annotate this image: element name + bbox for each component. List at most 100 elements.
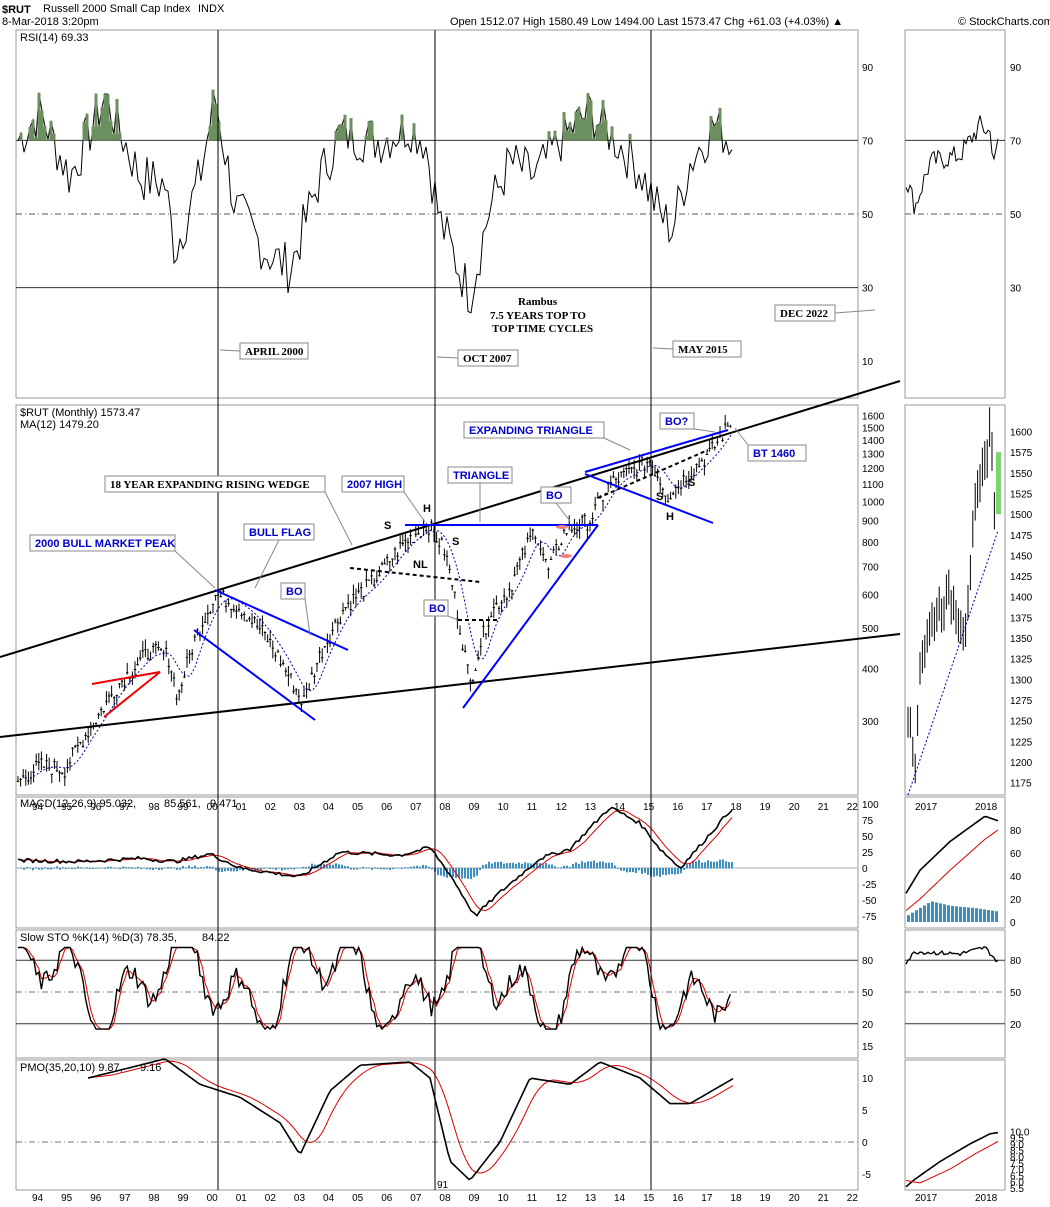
macd-right-hist bbox=[907, 901, 998, 922]
red-triangle bbox=[91, 671, 161, 718]
macd-hist-bar bbox=[719, 859, 721, 869]
sto-k-line bbox=[18, 945, 732, 1031]
macd-right-hist-bar bbox=[951, 905, 954, 922]
rsi-right-tick-30: 30 bbox=[1010, 284, 1022, 295]
macd-tick--50: -50 bbox=[862, 896, 877, 907]
macd-hist-bar bbox=[590, 861, 592, 869]
macd-hist-bar bbox=[131, 867, 133, 869]
marker-pink-2 bbox=[560, 554, 572, 558]
macd-hist-bar bbox=[338, 864, 340, 869]
macd-hist-bar bbox=[413, 866, 415, 869]
macd-hist-bar bbox=[284, 868, 286, 870]
bo-callout-2012-box bbox=[540, 486, 572, 504]
macd-tick-25: 25 bbox=[862, 848, 874, 859]
x-tick-label-21: 21 bbox=[818, 802, 830, 813]
macd-hist-bar bbox=[335, 863, 337, 869]
macd-hist-bar bbox=[560, 867, 562, 869]
rsi-right-tick-70: 70 bbox=[1010, 136, 1022, 147]
macd-hist-bar bbox=[365, 867, 367, 869]
price-label: $RUT (Monthly) 1573.47 bbox=[20, 407, 140, 419]
macd-right-tick-80: 80 bbox=[1010, 826, 1022, 837]
x-tick-label-bottom-96: 96 bbox=[90, 1193, 102, 1204]
bt1460-callout: BT 1460 bbox=[734, 427, 807, 462]
macd-hist-bar bbox=[122, 866, 124, 869]
bo-callout-2012-text: BO bbox=[546, 490, 563, 502]
macd-hist-bar bbox=[620, 868, 622, 871]
macd-hist-bar bbox=[584, 862, 586, 869]
pattern-letter-nl-3: NL bbox=[413, 559, 428, 571]
price-tick-800: 800 bbox=[862, 538, 879, 549]
pattern-letter-s-4: S bbox=[656, 491, 663, 503]
x-tick-label-99: 99 bbox=[178, 802, 190, 813]
price-tick-1300: 1300 bbox=[862, 449, 885, 460]
neckline-hs bbox=[349, 567, 481, 583]
macd-hist-bar bbox=[263, 868, 265, 869]
macd-hist-bar bbox=[41, 868, 43, 870]
macd-hist-bar bbox=[608, 862, 610, 869]
macd-hist-bar bbox=[212, 866, 214, 869]
neckline-recent bbox=[597, 449, 709, 499]
macd-hist-bar bbox=[491, 863, 493, 869]
macd-hist-bar bbox=[623, 868, 625, 871]
macd-hist-bar bbox=[29, 867, 31, 869]
price-right-tick-1325: 1325 bbox=[1010, 655, 1033, 666]
macd-hist-bar bbox=[566, 865, 568, 869]
wedge-upper-line bbox=[0, 380, 901, 658]
macd-hist-bar bbox=[80, 867, 82, 869]
price-tick-1200: 1200 bbox=[862, 464, 885, 475]
macd-hist-bar bbox=[269, 868, 271, 870]
rambus-label-2: 7.5 YEARS TOP TO bbox=[490, 310, 586, 322]
macd-hist-bar bbox=[461, 868, 463, 879]
x-tick-label-bottom-00: 00 bbox=[207, 1193, 219, 1204]
macd-right-hist-bar bbox=[911, 912, 914, 922]
macd-hist-bar bbox=[458, 868, 460, 878]
x-tick-label-bottom-13: 13 bbox=[585, 1193, 597, 1204]
macd-right-hist-bar bbox=[975, 908, 978, 922]
pmo-line bbox=[87, 1058, 734, 1181]
macd-right-hist-bar bbox=[935, 902, 938, 922]
price-right-tick-1450: 1450 bbox=[1010, 551, 1033, 562]
macd-hist-bar bbox=[287, 868, 289, 870]
macd-tick-50: 50 bbox=[862, 832, 874, 843]
macd-hist-bar bbox=[230, 868, 232, 872]
pattern-letter-h-1: H bbox=[423, 503, 431, 515]
dec-2022-callout-text: DEC 2022 bbox=[780, 308, 828, 320]
macd-right-hist-bar bbox=[907, 915, 910, 922]
x-tick-label-19: 19 bbox=[760, 802, 772, 813]
macd-hist-bar bbox=[536, 862, 538, 869]
macd-hist-bar bbox=[401, 868, 403, 870]
macd-hist-bar bbox=[368, 867, 370, 869]
april-2000-callout-text: APRIL 2000 bbox=[245, 346, 304, 358]
macd-hist-bar bbox=[143, 867, 145, 869]
macd-hist-bar bbox=[308, 866, 310, 869]
x-tick-label-98: 98 bbox=[148, 802, 160, 813]
exchange-label: INDX bbox=[198, 3, 225, 15]
april-2000-callout-box bbox=[239, 342, 309, 360]
macd-hist-bar bbox=[125, 867, 127, 869]
rsi-right-tick-90: 90 bbox=[1010, 63, 1022, 74]
macd-hist-bar bbox=[50, 868, 52, 870]
macd-hist-bar bbox=[362, 866, 364, 869]
may-2015-callout-box bbox=[672, 340, 742, 358]
macd-hist-bar bbox=[572, 864, 574, 869]
pmo-tick-15: 15 bbox=[862, 1042, 874, 1053]
macd-right-line bbox=[905, 815, 999, 894]
pmo-tick-5: 5 bbox=[862, 1106, 868, 1117]
x-tick-label-bottom-15: 15 bbox=[643, 1193, 655, 1204]
macd-hist-bar bbox=[698, 859, 700, 869]
macd-hist-bar bbox=[554, 866, 556, 869]
macd-hist-bar bbox=[524, 862, 526, 869]
index-name: Russell 2000 Small Cap Index bbox=[43, 3, 191, 15]
macd-hist-bar bbox=[479, 868, 481, 870]
macd-hist-bar bbox=[194, 865, 196, 869]
macd-right-hist-bar bbox=[959, 906, 962, 922]
macd-hist-bar bbox=[374, 867, 376, 869]
bo-callout-2003: BO bbox=[280, 582, 311, 636]
x-tick-label-bottom-07: 07 bbox=[410, 1193, 422, 1204]
macd-hist-bar bbox=[530, 863, 532, 869]
bo-question-callout: BO? bbox=[659, 412, 716, 433]
macd-hist-bar bbox=[500, 861, 502, 869]
bt1460-callout-box bbox=[747, 444, 807, 462]
macd-signal-line bbox=[17, 809, 733, 911]
pmo-tick-10: 10 bbox=[862, 1074, 874, 1085]
